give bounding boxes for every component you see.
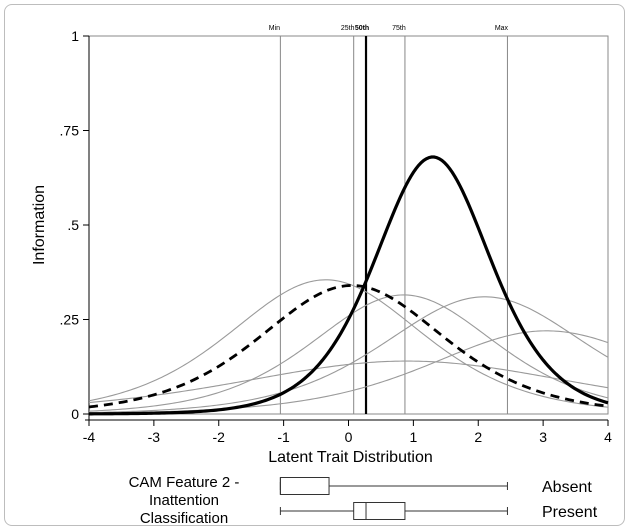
x-tick-label: -1	[277, 429, 290, 445]
x-tick-label: 2	[474, 429, 482, 445]
y-tick-label: .75	[60, 123, 80, 139]
boxplot-row-label: Absent	[542, 479, 592, 496]
reference-line-label: 50th	[355, 25, 369, 32]
boxplot-box	[279, 477, 330, 495]
reference-line-label: 25th	[341, 25, 355, 32]
reference-line-label: Min	[269, 25, 280, 32]
boxplot-box	[353, 502, 406, 520]
x-tick-label: 3	[539, 429, 547, 445]
y-tick-label: 1	[71, 28, 79, 44]
boxplot-row: Absent	[279, 477, 592, 496]
boxplot-title-line: Inattention	[149, 492, 219, 509]
x-tick-label: -2	[213, 429, 226, 445]
boxplot-title-line: Classification	[140, 510, 228, 527]
information-curve	[88, 284, 609, 409]
reference-line-label: 75th	[392, 25, 406, 32]
boxplot-row: Present	[279, 502, 598, 521]
y-tick-label: .25	[60, 312, 80, 328]
chart-frame	[4, 4, 625, 526]
y-tick-label: 0	[71, 406, 79, 422]
plot-area-border	[88, 35, 609, 415]
x-tick-label: -4	[83, 429, 96, 445]
x-tick-label: 1	[409, 429, 417, 445]
x-tick-label: 0	[345, 429, 353, 445]
x-tick-label: 4	[604, 429, 612, 445]
information-curve	[88, 155, 609, 416]
x-tick-label: -3	[148, 429, 161, 445]
information-curve	[88, 360, 609, 404]
x-axis-title: Latent Trait Distribution	[268, 449, 433, 466]
boxplot-row-label: Present	[542, 504, 598, 521]
reference-line-label: Max	[495, 25, 509, 32]
information-curve	[88, 279, 609, 408]
y-tick-label: .5	[67, 217, 79, 233]
y-axis-title: Information	[31, 185, 48, 265]
boxplot-title-line: CAM Feature 2 -	[129, 474, 240, 491]
information-curve	[88, 296, 609, 414]
